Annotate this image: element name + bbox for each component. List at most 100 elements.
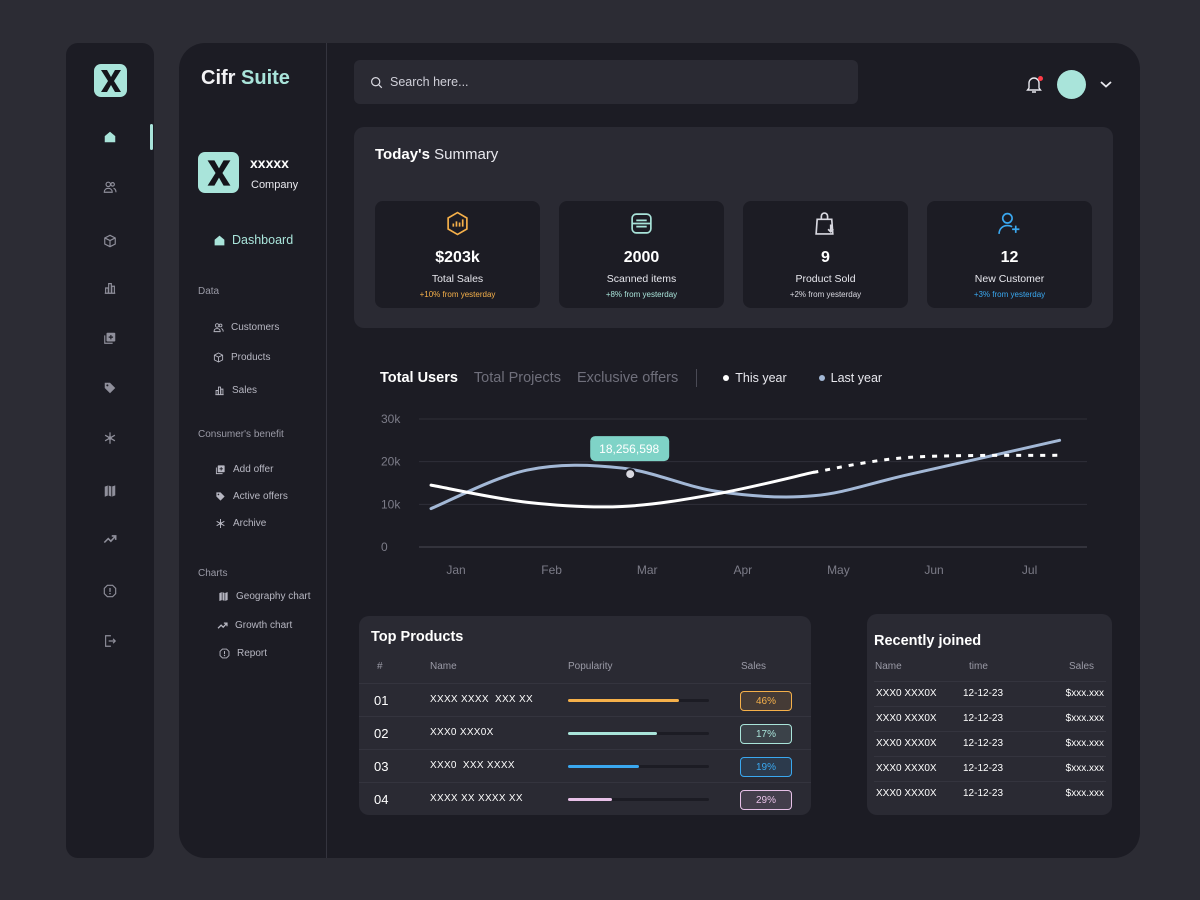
popularity-fill	[568, 765, 639, 768]
y-tick-label: 30k	[381, 412, 401, 426]
stat-change: +10% from yesterday	[419, 290, 496, 299]
map-icon	[219, 592, 228, 601]
column-header: Sales	[1069, 661, 1095, 672]
tag-icon[interactable]	[101, 379, 119, 397]
list-item[interactable]: XXX0 XXX0X 12-12-23 $xxx.xxx	[874, 706, 1106, 731]
sidebar-item-products[interactable]: Products	[213, 352, 270, 363]
x-tick-label: Jun	[924, 563, 943, 577]
search-input[interactable]	[390, 75, 830, 89]
column-header: Name	[430, 661, 457, 672]
sidebar-item-geography-chart[interactable]: Geography chart	[218, 591, 311, 602]
stat-change: +8% from yesterday	[605, 290, 678, 299]
logout-icon[interactable]	[101, 632, 119, 650]
list-item[interactable]: XXX0 XXX0X 12-12-23 $xxx.xxx	[874, 681, 1106, 706]
sidebar-item-label: Dashboard	[232, 233, 294, 247]
member-sales: $xxx.xxx	[1065, 763, 1104, 774]
row-number: 01	[374, 693, 389, 708]
list-item[interactable]: XXX0 XXX0X 12-12-23 $xxx.xxx	[874, 781, 1106, 806]
column-header: Sales	[741, 661, 767, 672]
add-offer-icon	[215, 465, 225, 475]
list-item[interactable]: XXX0 XXX0X 12-12-23 $xxx.xxx	[874, 756, 1106, 781]
list-item[interactable]: XXX0 XXX0X 12-12-23 $xxx.xxx	[874, 731, 1106, 756]
report-icon	[219, 648, 230, 659]
sidebar-item-dashboard[interactable]: Dashboard	[213, 233, 293, 247]
join-time: 12-12-23	[963, 688, 1004, 699]
avatar[interactable]	[1057, 70, 1086, 99]
box-icon[interactable]	[101, 232, 119, 250]
users-icon[interactable]	[101, 178, 119, 196]
legend-last-year[interactable]: Last year	[818, 371, 882, 385]
x-logo-icon	[100, 69, 121, 92]
home-icon	[214, 235, 225, 245]
shopping-bag-icon	[815, 212, 834, 235]
x-tick-label: Apr	[733, 563, 752, 577]
bar-chart-icon[interactable]	[101, 279, 119, 297]
icon-rail	[66, 43, 154, 858]
sidebar-item-archive[interactable]: Archive	[215, 518, 266, 529]
member-sales: $xxx.xxx	[1065, 688, 1104, 699]
sidebar-item-report[interactable]: Report	[219, 648, 267, 659]
sidebar-item-label: Active offers	[233, 491, 288, 502]
popularity-fill	[568, 798, 612, 801]
brand-name: Cifr	[201, 67, 236, 89]
stat-value: $203k	[435, 249, 480, 266]
y-tick-label: 10k	[381, 497, 401, 511]
archive-icon[interactable]	[101, 429, 119, 447]
card-title: Recently joined	[874, 633, 982, 649]
stat-card-total-sales[interactable]: $203k Total Sales +10% from yesterday	[375, 201, 540, 308]
stat-label: Total Sales	[431, 273, 484, 285]
stat-label: Product Sold	[795, 273, 856, 285]
x-tick-label: May	[827, 563, 850, 577]
column-header: #	[377, 661, 383, 672]
legend-dot	[723, 375, 730, 381]
todays-summary-card: Today's Summary $203k Total Sales +10% f…	[354, 127, 1113, 328]
map-icon[interactable]	[101, 482, 119, 500]
chart-tabs: Total Users Total Projects Exclusive off…	[380, 369, 914, 387]
brand-title: Cifr Suite	[201, 67, 290, 90]
bar-chart-icon	[215, 386, 224, 396]
sidebar-item-add-offer[interactable]: Add offer	[215, 464, 273, 475]
section-label-data: Data	[198, 286, 220, 297]
tab-total-users[interactable]: Total Users	[380, 370, 458, 386]
series-line-last-year	[429, 438, 1062, 511]
sidebar-item-growth-chart[interactable]: Growth chart	[217, 620, 292, 631]
rail-logo[interactable]	[94, 64, 127, 97]
sales-badge: 29%	[740, 790, 792, 810]
tag-icon	[216, 492, 225, 501]
tab-exclusive-offers[interactable]: Exclusive offers	[576, 370, 679, 386]
sidebar-item-label: Archive	[233, 518, 267, 529]
legend-this-year[interactable]: This year	[723, 371, 787, 385]
popularity-bar	[568, 765, 709, 768]
trend-icon[interactable]	[101, 530, 119, 548]
sidebar-item-label: Add offer	[233, 464, 274, 475]
tooltip-point[interactable]	[624, 468, 637, 481]
add-offer-icon[interactable]	[101, 329, 119, 347]
sidebar-item-customers[interactable]: Customers	[213, 322, 279, 333]
report-icon[interactable]	[101, 582, 119, 600]
join-time: 12-12-23	[963, 738, 1004, 749]
product-name: XXXX XXXX XXX XX	[430, 694, 533, 705]
product-name: XXXX XX XXXX XX	[430, 793, 523, 804]
home-icon[interactable]	[101, 128, 119, 146]
table-row[interactable]: 04 XXXX XX XXXX XX 29%	[359, 782, 811, 815]
summary-title-bold: Today's	[375, 146, 430, 163]
join-time: 12-12-23	[963, 788, 1004, 799]
stat-card-new-customer[interactable]: 12 New Customer +3% from yesterday	[927, 201, 1092, 308]
member-name: XXX0 XXX0X	[876, 763, 937, 774]
table-row[interactable]: 03 XXX0 XXX XXXX 19%	[359, 749, 811, 782]
stat-card-scanned-items[interactable]: 2000 Scanned items +8% from yesterday	[559, 201, 724, 308]
sidebar-item-sales[interactable]: Sales	[214, 385, 257, 396]
stat-card-product-sold[interactable]: 9 Product Sold +2% from yesterday	[743, 201, 908, 308]
sales-badge: 19%	[740, 757, 792, 777]
tab-total-projects[interactable]: Total Projects	[473, 370, 561, 386]
notification-bell-icon[interactable]	[1025, 74, 1043, 94]
popularity-bar	[568, 732, 709, 735]
recently-joined-card: Recently joined Name time Sales XXX0 XXX…	[867, 614, 1112, 815]
sidebar-item-active-offers[interactable]: Active offers	[215, 491, 288, 502]
table-row[interactable]: 02 XXX0 XXX0X 17%	[359, 716, 811, 749]
member-sales: $xxx.xxx	[1065, 788, 1104, 799]
sales-badge: 46%	[740, 691, 792, 711]
stat-value: 12	[1000, 249, 1019, 266]
chevron-down-icon[interactable]	[1099, 78, 1113, 90]
table-row[interactable]: 01 XXXX XXXX XXX XX 46%	[359, 683, 811, 716]
